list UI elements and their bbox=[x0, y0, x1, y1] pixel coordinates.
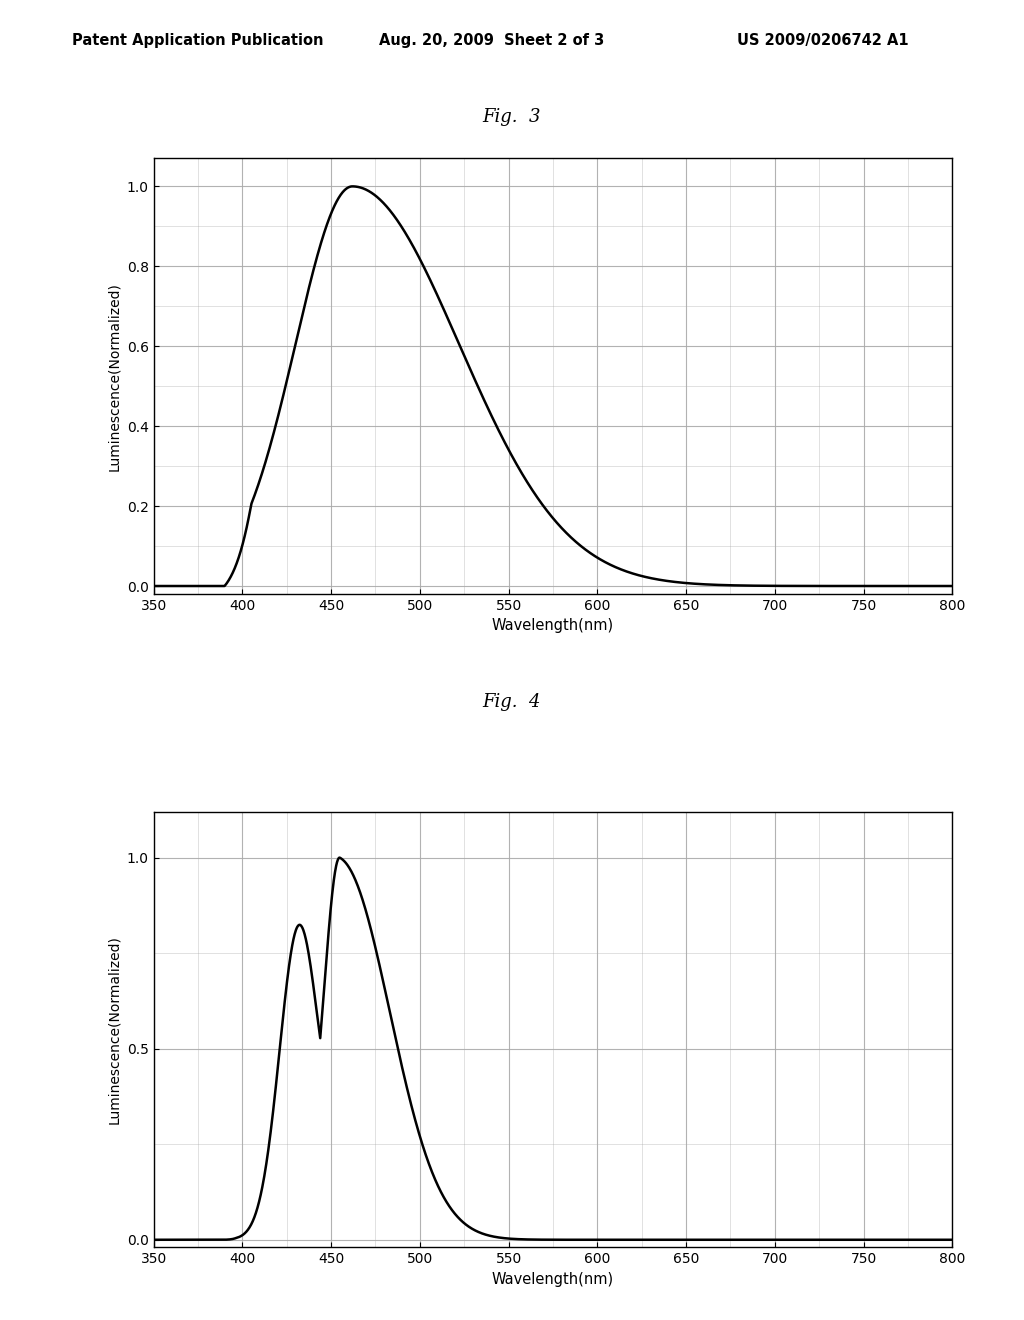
Y-axis label: Luminescence(Normalized): Luminescence(Normalized) bbox=[108, 935, 121, 1125]
Text: Aug. 20, 2009  Sheet 2 of 3: Aug. 20, 2009 Sheet 2 of 3 bbox=[379, 33, 604, 48]
Text: US 2009/0206742 A1: US 2009/0206742 A1 bbox=[737, 33, 909, 48]
X-axis label: Wavelength(nm): Wavelength(nm) bbox=[492, 618, 614, 634]
Text: Fig.  3: Fig. 3 bbox=[482, 108, 542, 127]
Y-axis label: Luminescence(Normalized): Luminescence(Normalized) bbox=[108, 281, 121, 471]
Text: Patent Application Publication: Patent Application Publication bbox=[72, 33, 324, 48]
X-axis label: Wavelength(nm): Wavelength(nm) bbox=[492, 1271, 614, 1287]
Text: Fig.  4: Fig. 4 bbox=[482, 693, 542, 711]
